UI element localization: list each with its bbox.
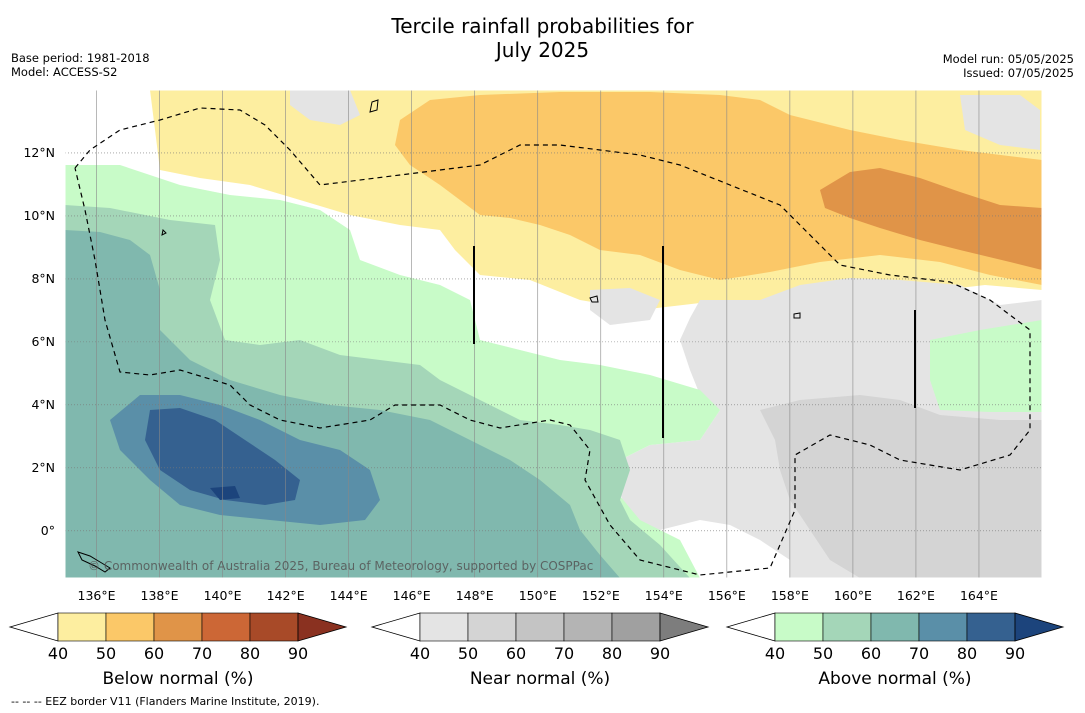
colorbar-tick-label: 50 bbox=[813, 644, 833, 663]
x-tick-label: 158°E bbox=[771, 588, 809, 603]
copyright-text: © Commonwealth of Australia 2025, Bureau… bbox=[88, 559, 593, 573]
colorbar-label: Below normal (%) bbox=[103, 669, 254, 689]
latitude-grid bbox=[65, 152, 1042, 532]
colorbar-label: Above normal (%) bbox=[818, 669, 971, 689]
colorbar-tick-label: 50 bbox=[458, 644, 478, 663]
colorbar-lower-arrow bbox=[370, 612, 421, 642]
y-tick-label: 8°N bbox=[31, 271, 55, 286]
y-tick-label: 4°N bbox=[31, 397, 55, 412]
model-name: Model: ACCESS-S2 bbox=[11, 65, 118, 79]
x-axis-labels: 136°E 138°E 140°E 142°E 144°E 146°E 148°E 150°E… bbox=[78, 588, 999, 603]
colorbar-tick-label: 80 bbox=[602, 644, 622, 663]
title-line-2: July 2025 bbox=[495, 38, 590, 62]
colorbar-tick-label: 60 bbox=[506, 644, 526, 663]
colorbar-segment bbox=[249, 612, 299, 642]
colorbar-segment bbox=[870, 612, 920, 642]
x-tick-label: 160°E bbox=[834, 588, 872, 603]
y-tick-label: 0° bbox=[41, 523, 55, 538]
x-tick-label: 142°E bbox=[267, 588, 305, 603]
colorbar-tick-label: 80 bbox=[957, 644, 977, 663]
colorbar-tick-label: 60 bbox=[144, 644, 164, 663]
colorbar-tick-label: 70 bbox=[192, 644, 212, 663]
run-info: Model run: 05/05/2025 Issued: 07/05/2025 bbox=[943, 52, 1074, 80]
x-tick-label: 152°E bbox=[582, 588, 620, 603]
x-tick-label: 156°E bbox=[708, 588, 746, 603]
map-title: Tercile rainfall probabilities for July … bbox=[0, 14, 1085, 62]
near-normal-40-west bbox=[290, 90, 360, 125]
above-normal-40-east bbox=[930, 320, 1042, 412]
colorbar-lower-arrow bbox=[725, 612, 776, 642]
probability-field bbox=[65, 90, 1042, 578]
x-tick-label: 146°E bbox=[393, 588, 431, 603]
colorbar-segment bbox=[563, 612, 613, 642]
colorbar-3: 40 50 60 70 80 90 Above normal (%) bbox=[725, 612, 1065, 689]
below-normal-60 bbox=[820, 168, 1042, 270]
colorbar-segment bbox=[918, 612, 968, 642]
x-tick-label: 154°E bbox=[645, 588, 683, 603]
colorbar-tick-label: 70 bbox=[909, 644, 929, 663]
colorbar-segment bbox=[515, 612, 565, 642]
coastlines bbox=[77, 99, 801, 573]
x-tick-label: 162°E bbox=[897, 588, 935, 603]
colorbars: 40 50 60 70 80 90 Below normal (%) 40 50 60 70 80 90… bbox=[8, 612, 1065, 689]
x-tick-label: 136°E bbox=[78, 588, 116, 603]
eez-footnote: -- -- -- EEZ border V11 (Flanders Marine… bbox=[11, 695, 320, 708]
colorbar-segment bbox=[611, 612, 661, 642]
x-tick-label: 144°E bbox=[330, 588, 368, 603]
y-tick-label: 6°N bbox=[31, 334, 55, 349]
title-line-1: Tercile rainfall probabilities for bbox=[391, 14, 694, 38]
near-normal-40-centre bbox=[590, 288, 660, 325]
colorbar-segment bbox=[774, 612, 824, 642]
colorbar-lower-arrow bbox=[8, 612, 59, 642]
below-normal-50 bbox=[395, 92, 1042, 285]
graticule bbox=[96, 90, 980, 578]
colorbar-segment bbox=[201, 612, 251, 642]
x-tick-label: 138°E bbox=[141, 588, 179, 603]
colorbar-tick-label: 90 bbox=[650, 644, 670, 663]
colorbar-2: 40 50 60 70 80 90 Near normal (%) bbox=[370, 612, 710, 689]
base-period: Base period: 1981-2018 bbox=[11, 51, 150, 65]
model-run: Model run: 05/05/2025 bbox=[942, 52, 1074, 66]
colorbar-segment bbox=[153, 612, 203, 642]
y-tick-label: 10°N bbox=[23, 208, 55, 223]
colorbar-segment bbox=[966, 612, 1016, 642]
colorbar-tick-label: 80 bbox=[240, 644, 260, 663]
colorbar-segment bbox=[57, 612, 107, 642]
colorbar-segment bbox=[822, 612, 872, 642]
near-normal-50-east bbox=[760, 395, 1042, 578]
colorbar-tick-label: 40 bbox=[48, 644, 68, 663]
colorbar-segment bbox=[467, 612, 517, 642]
colorbar-tick-label: 50 bbox=[96, 644, 116, 663]
colorbar-segment bbox=[105, 612, 155, 642]
x-tick-label: 148°E bbox=[456, 588, 494, 603]
x-tick-label: 164°E bbox=[960, 588, 998, 603]
y-tick-label: 12°N bbox=[23, 145, 55, 160]
eez-border bbox=[74, 107, 1031, 576]
x-tick-label: 150°E bbox=[519, 588, 557, 603]
map-frame bbox=[64, 89, 1043, 579]
colorbar-tick-label: 60 bbox=[861, 644, 881, 663]
y-axis-labels: 12°N 10°N 8°N 6°N 4°N 2°N 0° bbox=[23, 145, 55, 538]
colorbar-1: 40 50 60 70 80 90 Below normal (%) bbox=[8, 612, 348, 689]
y-tick-label: 2°N bbox=[31, 460, 55, 475]
colorbar-upper-arrow bbox=[1014, 612, 1065, 642]
colorbar-tick-label: 90 bbox=[1005, 644, 1025, 663]
model-info: Base period: 1981-2018 Model: ACCESS-S2 bbox=[11, 51, 150, 79]
colorbar-tick-label: 40 bbox=[765, 644, 785, 663]
colorbar-tick-label: 90 bbox=[288, 644, 308, 663]
x-tick-label: 140°E bbox=[204, 588, 242, 603]
colorbar-tick-label: 70 bbox=[554, 644, 574, 663]
colorbar-label: Near normal (%) bbox=[470, 669, 610, 689]
issued-date: Issued: 07/05/2025 bbox=[963, 66, 1074, 80]
above-normal-90 bbox=[210, 486, 240, 500]
colorbar-upper-arrow bbox=[297, 612, 348, 642]
colorbar-segment bbox=[419, 612, 469, 642]
near-normal-40-north bbox=[960, 95, 1040, 150]
colorbar-tick-label: 40 bbox=[410, 644, 430, 663]
colorbar-upper-arrow bbox=[659, 612, 710, 642]
